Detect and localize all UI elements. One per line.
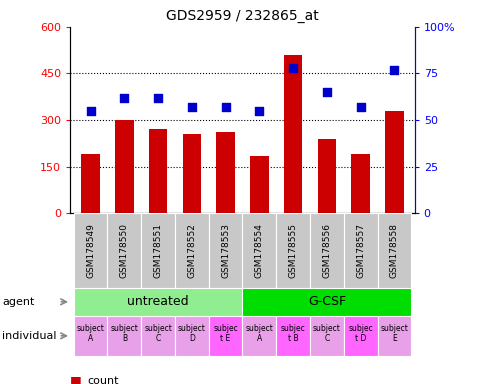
Text: subject
C: subject C [144, 324, 172, 344]
Point [288, 65, 296, 71]
Bar [141, 213, 175, 288]
Bar [309, 316, 343, 356]
Bar [208, 316, 242, 356]
Text: GSM178556: GSM178556 [322, 223, 331, 278]
Text: subject
A: subject A [76, 324, 105, 344]
Bar [343, 213, 377, 288]
Point [255, 108, 263, 114]
Point [390, 67, 397, 73]
Text: subject
A: subject A [245, 324, 273, 344]
Bar [81, 154, 100, 213]
Bar [107, 316, 141, 356]
Text: agent: agent [2, 297, 35, 307]
Text: individual: individual [2, 331, 57, 341]
Text: subjec
t E: subjec t E [213, 324, 238, 344]
Text: ■: ■ [70, 374, 82, 384]
Text: untreated: untreated [127, 295, 189, 308]
Point [120, 94, 128, 101]
Bar [377, 316, 410, 356]
Bar [242, 288, 410, 316]
Bar [309, 213, 343, 288]
Point [154, 94, 162, 101]
Bar [276, 213, 309, 288]
Bar [74, 213, 107, 288]
Text: G-CSF: G-CSF [307, 295, 345, 308]
Point [221, 104, 229, 110]
Bar [175, 316, 208, 356]
Bar [141, 316, 175, 356]
Bar [74, 316, 107, 356]
Text: count: count [87, 376, 119, 384]
Bar [242, 316, 276, 356]
Bar [384, 111, 403, 213]
Text: subject
E: subject E [379, 324, 408, 344]
Bar [74, 288, 242, 316]
Text: subjec
t D: subjec t D [348, 324, 372, 344]
Point [87, 108, 94, 114]
Bar [175, 213, 208, 288]
Bar [208, 213, 242, 288]
Bar [242, 213, 276, 288]
Text: GSM178557: GSM178557 [355, 223, 364, 278]
Text: GSM178549: GSM178549 [86, 223, 95, 278]
Text: GSM178552: GSM178552 [187, 223, 196, 278]
Point [322, 89, 330, 95]
Text: GSM178551: GSM178551 [153, 223, 162, 278]
Bar [276, 316, 309, 356]
Bar [377, 213, 410, 288]
Text: subjec
t B: subjec t B [280, 324, 305, 344]
Text: GSM178554: GSM178554 [255, 223, 263, 278]
Text: subject
B: subject B [110, 324, 138, 344]
Bar [149, 129, 167, 213]
Text: subject
D: subject D [178, 324, 205, 344]
Point [356, 104, 364, 110]
Bar [350, 154, 369, 213]
Text: GSM178555: GSM178555 [288, 223, 297, 278]
Bar [317, 139, 335, 213]
Bar [343, 316, 377, 356]
Text: GSM178550: GSM178550 [120, 223, 129, 278]
Title: GDS2959 / 232865_at: GDS2959 / 232865_at [166, 9, 318, 23]
Bar [283, 55, 302, 213]
Point [188, 104, 196, 110]
Bar [250, 156, 268, 213]
Bar [107, 213, 141, 288]
Text: GSM178553: GSM178553 [221, 223, 229, 278]
Bar [115, 120, 134, 213]
Text: GSM178558: GSM178558 [389, 223, 398, 278]
Bar [216, 132, 234, 213]
Text: subject
C: subject C [312, 324, 340, 344]
Bar [182, 134, 201, 213]
